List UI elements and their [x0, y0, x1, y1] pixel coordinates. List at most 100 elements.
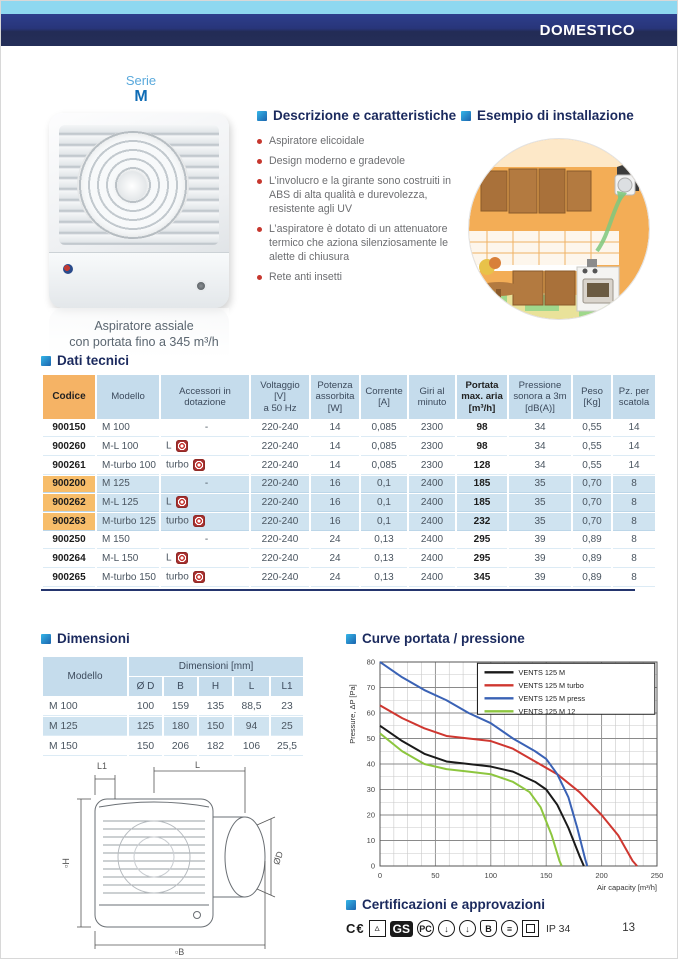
cell: M-L 100 [97, 437, 159, 456]
cell: 0,1 [361, 493, 407, 512]
svg-text:50: 50 [431, 871, 439, 880]
description-bullet: Rete anti insetti [257, 271, 459, 285]
cell: 220-240 [251, 437, 309, 456]
cell: 220-240 [251, 456, 309, 475]
section-description: Descrizione e caratteristiche Aspiratore… [257, 108, 459, 291]
cell: 100 [129, 697, 162, 716]
b-shield-mark-icon: B [479, 920, 497, 937]
cell: 900261 [43, 456, 95, 475]
bullet-dot-icon [257, 139, 262, 144]
cell: 8 [613, 568, 655, 587]
cell: M 150 [97, 531, 159, 549]
cell: 900200 [43, 475, 95, 493]
cell: 98 [457, 419, 507, 437]
tech-table-row: 900150 M 100-220-240 14 0,085 2300 98 34 0,55 14 [43, 419, 655, 437]
cell: 128 [457, 456, 507, 475]
dim-table-row: M 100 100 159 135 88,5 23 [43, 697, 304, 716]
cell: 8 [613, 549, 655, 568]
cell: 16 [311, 475, 359, 493]
cell: 900265 [43, 568, 95, 587]
svg-text:VENTS 125 M turbo: VENTS 125 M turbo [519, 681, 584, 690]
cell: M 125 [97, 475, 159, 493]
dim-col-h: H [199, 677, 232, 696]
triangle-square-mark-icon: ▵ [368, 920, 386, 937]
svg-text:L: L [195, 760, 200, 770]
fan-indicator [195, 280, 207, 292]
coil-mark-icon: ≡ [500, 920, 518, 937]
cell: 345 [457, 568, 507, 587]
cell: 2300 [409, 456, 455, 475]
tech-table-row: 900262 M-L 125 L 220-240 16 0,1 2400 185 35 0,70 8 [43, 493, 655, 512]
section-dimensions: Dimensioni Modello Dimensioni [mm] Ø D B… [41, 631, 321, 757]
cell: M 125 [43, 717, 127, 736]
cell: 0,1 [361, 512, 407, 531]
svg-text:20: 20 [367, 811, 375, 820]
tech-table-row: 900265 M-turbo 150 turbo 220-240 24 0,13 2400 3… [43, 568, 655, 587]
cell: 8 [613, 531, 655, 549]
col-peso: Peso [Kg] [573, 375, 611, 419]
accessory-chip-icon [175, 552, 188, 565]
col-pezzi: Pz. per scatola [613, 375, 655, 419]
ce-mark-icon: C€ [346, 921, 365, 936]
cell: 2300 [409, 419, 455, 437]
cell: 14 [311, 456, 359, 475]
dim-table-row: M 125 125 180 150 94 25 [43, 717, 304, 736]
description-bullet: Design moderno e gradevole [257, 155, 459, 169]
tech-table-body: 900150 M 100-220-240 14 0,085 2300 98 34 0,55 14… [43, 419, 655, 587]
fan-image [49, 113, 229, 308]
cell: 88,5 [234, 697, 269, 716]
cell: 35 [509, 475, 571, 493]
tech-table-row: 900260 M-L 100 L 220-240 14 0,085 2300 98 34 0,55… [43, 437, 655, 456]
cell: 2400 [409, 549, 455, 568]
technical-title: Dati tecnici [57, 353, 130, 368]
col-modello: Modello [97, 375, 159, 419]
col-voltaggio: Voltaggio [V] a 50 Hz [251, 375, 309, 419]
accessory-chip-icon [175, 440, 188, 453]
section-technical: Dati tecnici Codice Modello Accessori in… [41, 353, 655, 591]
gs-mark-icon: GS [389, 920, 413, 937]
header-light-band [1, 1, 677, 14]
description-bullet: L’aspiratore è dotato di un attenuatore … [257, 223, 459, 265]
cell: 2400 [409, 531, 455, 549]
description-bullet-list: Aspiratore elicoidale Design moderno e gr… [257, 135, 459, 285]
cell: 0,085 [361, 419, 407, 437]
cell: 220-240 [251, 531, 309, 549]
cell: 34 [509, 419, 571, 437]
cell: 0,085 [361, 456, 407, 475]
installation-title: Esempio di installazione [477, 108, 634, 123]
bullet-dot-icon [257, 158, 262, 164]
curves-title: Curve portata / pressione [362, 631, 525, 646]
certification-marks: C€ ▵ GS PC ↓ ↓ B ≡ IP 34 [346, 920, 676, 937]
cell: 0,13 [361, 549, 407, 568]
section-square-icon [346, 633, 356, 644]
cell: 900262 [43, 493, 95, 512]
svg-text:30: 30 [367, 785, 375, 794]
col-potenza: Potenza assorbita [W] [311, 375, 359, 419]
section-certifications: Certificazioni e approvazioni C€ ▵ GS PC ↓ ↓ B… [346, 897, 676, 937]
cell: turbo [161, 512, 249, 531]
cell: 0,70 [573, 475, 611, 493]
svg-text:60: 60 [367, 709, 375, 718]
tech-table-row: 900261 M-turbo 100 turbo 220-240 14 0,085 2300… [43, 456, 655, 475]
pct-mark-icon: PC [416, 920, 434, 937]
col-codice: Codice [43, 375, 95, 419]
cell: 0,1 [361, 475, 407, 493]
dim-col-l1: L1 [271, 677, 304, 696]
svg-text:▫B: ▫B [175, 947, 184, 955]
dim-table: Modello Dimensioni [mm] Ø D B H L L1 M 1… [41, 656, 305, 757]
cell: - [161, 419, 249, 437]
cell: 14 [613, 419, 655, 437]
cell: L [161, 549, 249, 568]
ip-rating: IP 34 [545, 922, 571, 935]
cell: 8 [613, 475, 655, 493]
down-arrow-mark-2-icon: ↓ [458, 920, 476, 937]
cell: 185 [457, 493, 507, 512]
tech-table: Codice Modello Accessori in dotazione Vo… [41, 374, 657, 588]
dim-col-l: L [234, 677, 269, 696]
svg-text:0: 0 [371, 862, 375, 871]
accessory-chip-icon [192, 459, 205, 472]
cell: 220-240 [251, 419, 309, 437]
cell: 35 [509, 512, 571, 531]
cell: 39 [509, 531, 571, 549]
